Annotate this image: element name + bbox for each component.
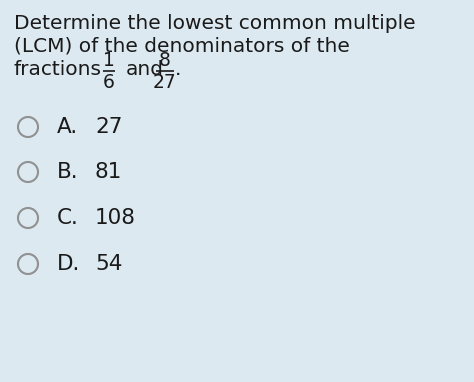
Text: C.: C. <box>57 208 79 228</box>
Text: 54: 54 <box>95 254 122 274</box>
Text: D.: D. <box>57 254 81 274</box>
Text: 27: 27 <box>153 73 177 92</box>
Text: .: . <box>175 60 182 79</box>
Text: 8: 8 <box>159 50 171 70</box>
Text: 6: 6 <box>103 73 115 92</box>
Text: A.: A. <box>57 117 78 137</box>
Text: and: and <box>126 60 164 79</box>
Text: 27: 27 <box>95 117 122 137</box>
Text: B.: B. <box>57 162 79 182</box>
Text: 108: 108 <box>95 208 136 228</box>
Text: 1: 1 <box>103 50 115 70</box>
Text: 81: 81 <box>95 162 122 182</box>
Text: fractions: fractions <box>14 60 102 79</box>
Text: Determine the lowest common multiple: Determine the lowest common multiple <box>14 14 416 33</box>
Text: (LCM) of the denominators of the: (LCM) of the denominators of the <box>14 37 350 56</box>
